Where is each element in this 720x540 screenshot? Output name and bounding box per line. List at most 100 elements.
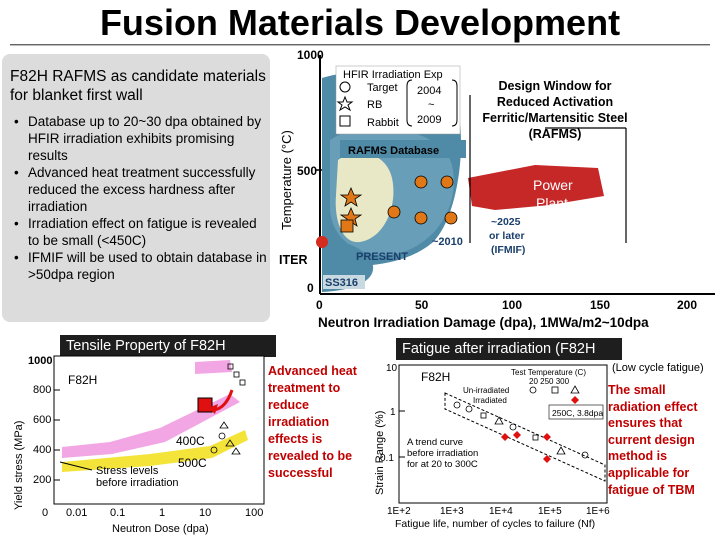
- fatigue-unirr-points: [453, 401, 589, 459]
- bullet-item: Irradiation effect on fatigue is reveale…: [6, 215, 268, 249]
- x-axis-label: Neutron Irradiation Damage (dpa), 1MWa/m…: [318, 315, 649, 330]
- fatigue-plot-area: [398, 364, 608, 504]
- y-tick-0: 0: [307, 281, 314, 295]
- data-point-star: [339, 186, 363, 207]
- fatigue-x-tick: 1E+2: [387, 506, 411, 517]
- power-plant-line-1: Power: [533, 177, 573, 193]
- period-sep: ~: [428, 99, 434, 111]
- fatigue-legend-unirr: Un-irradiated: [463, 386, 509, 395]
- year-2025-line-2: or later: [489, 230, 525, 242]
- tensile-x-tick: 0.1: [110, 507, 125, 519]
- period-start: 2004: [417, 85, 441, 97]
- tensile-y-tick: 400: [33, 444, 51, 456]
- advanced-heat-note: Advanced heat treatment to reduce irradi…: [268, 364, 357, 480]
- tensile-y-tick: 200: [33, 474, 51, 486]
- trend-note-line-3: for at 20 to 300C: [407, 459, 478, 470]
- tensile-y-tick: 800: [33, 384, 51, 396]
- fatigue-legend-temps: 20 250 300: [529, 377, 570, 386]
- fatigue-label: Fatigue after irradiation (F82H: [396, 338, 622, 360]
- fatigue-irr-points: [501, 431, 551, 463]
- tensile-400c: 400C: [176, 434, 205, 448]
- tensile-x-label: Neutron Dose (dpa): [112, 523, 209, 535]
- y-tick-1000: 1000: [297, 48, 324, 62]
- rafms-database-label: RAFMS Database: [348, 145, 439, 157]
- advanced-point: [197, 397, 213, 413]
- fatigue-chart: Strain Range (%) 10 1 0.1 1E+2 1E+3 1E+4…: [374, 363, 610, 530]
- fatigue-y-tick: 10: [386, 363, 398, 374]
- legend-target: Target: [367, 82, 398, 94]
- legend-title: HFIR Irradiation Exp: [343, 69, 443, 81]
- tensile-x-tick: 100: [245, 507, 263, 519]
- series-400c-band: [62, 394, 240, 458]
- small-effect-note: The small radiation effect ensures that …: [608, 383, 698, 497]
- fatigue-x-tick: 1E+3: [440, 506, 464, 517]
- data-point: [387, 205, 401, 219]
- fatigue-material: F82H: [421, 370, 450, 384]
- legend-rabbit: Rabbit: [367, 117, 399, 129]
- bullet-item: IFMIF will be used to obtain database in…: [6, 249, 268, 283]
- trend-note-line-1: A trend curve: [407, 437, 463, 448]
- tensile-label: Tensile Property of F82H: [60, 335, 276, 357]
- bullet-list: Database up to 20~30 dpa obtained by HFI…: [6, 113, 268, 283]
- y-tick-500: 500: [297, 164, 317, 178]
- power-plant-line-2: Plant: [536, 195, 568, 211]
- tensile-x-tick: 10: [199, 507, 211, 519]
- fatigue-y-label: Strain Range (%): [374, 411, 386, 495]
- data-point-square: [340, 219, 354, 233]
- low-cycle-note: (Low cycle fatigue): [612, 362, 704, 374]
- fatigue-x-tick: 1E+4: [489, 506, 513, 517]
- iter-point: [316, 236, 328, 248]
- tensile-chart: Yield stress (MPa) 1000 800 600 400 200 …: [13, 355, 265, 535]
- x-tick-100: 100: [502, 298, 522, 312]
- fatigue-y-tick: 0.1: [380, 453, 394, 464]
- tensile-y-tick: 1000: [28, 355, 52, 367]
- tensile-x-tick: 0: [42, 507, 48, 519]
- stress-note-line-1: Stress levels: [96, 465, 159, 477]
- fatigue-y-tick: 1: [390, 407, 396, 418]
- tensile-x-tick: 1: [159, 507, 165, 519]
- ss316-label: SS316: [325, 277, 358, 289]
- rabbit-marker-icon: [339, 115, 351, 127]
- data-point: [414, 175, 428, 189]
- present-label: PRESENT: [356, 251, 408, 263]
- trend-curve: [444, 392, 606, 482]
- slide-title: Fusion Materials Development: [99, 2, 621, 43]
- tensile-material: F82H: [68, 373, 97, 387]
- y-axis-label: Temperature (°C): [279, 130, 294, 230]
- x-tick-200: 200: [677, 298, 697, 312]
- legend-rb: RB: [367, 99, 382, 111]
- data-point: [414, 211, 428, 225]
- fatigue-x-tick: 1E+6: [586, 506, 610, 517]
- tensile-x-tick: 0.01: [66, 507, 87, 519]
- series-500c-band: [62, 430, 248, 472]
- power-plant-region: [468, 165, 604, 210]
- x-tick-150: 150: [590, 298, 610, 312]
- year-2025-line-1: ~2025: [491, 216, 521, 228]
- tensile-markers: [210, 363, 246, 455]
- tensile-500c: 500C: [178, 456, 207, 470]
- design-window-note: Design Window for Reduced Activation Fer…: [482, 79, 628, 141]
- bullet-item: Advanced heat treatment successfully red…: [6, 164, 268, 215]
- x-tick-50: 50: [415, 298, 429, 312]
- trend-note-line-2: before irradiation: [407, 448, 478, 459]
- target-marker-icon: [339, 81, 351, 93]
- fatigue-legend-irr: Irradiated: [473, 396, 507, 405]
- tensile-y-tick: 600: [33, 414, 51, 426]
- data-point: [440, 175, 454, 189]
- year-2010-label: ~2010: [432, 236, 463, 248]
- year-2025-line-3: (IFMIF): [491, 244, 525, 256]
- iter-label: ITER: [279, 253, 307, 267]
- fatigue-x-label: Fatigue life, number of cycles to failur…: [395, 518, 595, 530]
- x-tick-0: 0: [316, 298, 323, 312]
- rb-marker-icon: [336, 95, 354, 112]
- fatigue-condition: 250C, 3.8dpa: [552, 408, 603, 418]
- fatigue-x-tick: 1E+5: [538, 506, 562, 517]
- panel-heading: F82H RAFMS as candidate materials for bl…: [10, 68, 266, 104]
- stress-note-line-2: before irradiation: [96, 477, 179, 489]
- title-rule: [10, 44, 710, 46]
- fatigue-legend-markers: [529, 385, 580, 394]
- tensile-y-label: Yield stress (MPa): [13, 421, 25, 510]
- fatigue-legend-title: Test Temperature (C): [511, 368, 586, 377]
- bullet-item: Database up to 20~30 dpa obtained by HFI…: [6, 113, 268, 164]
